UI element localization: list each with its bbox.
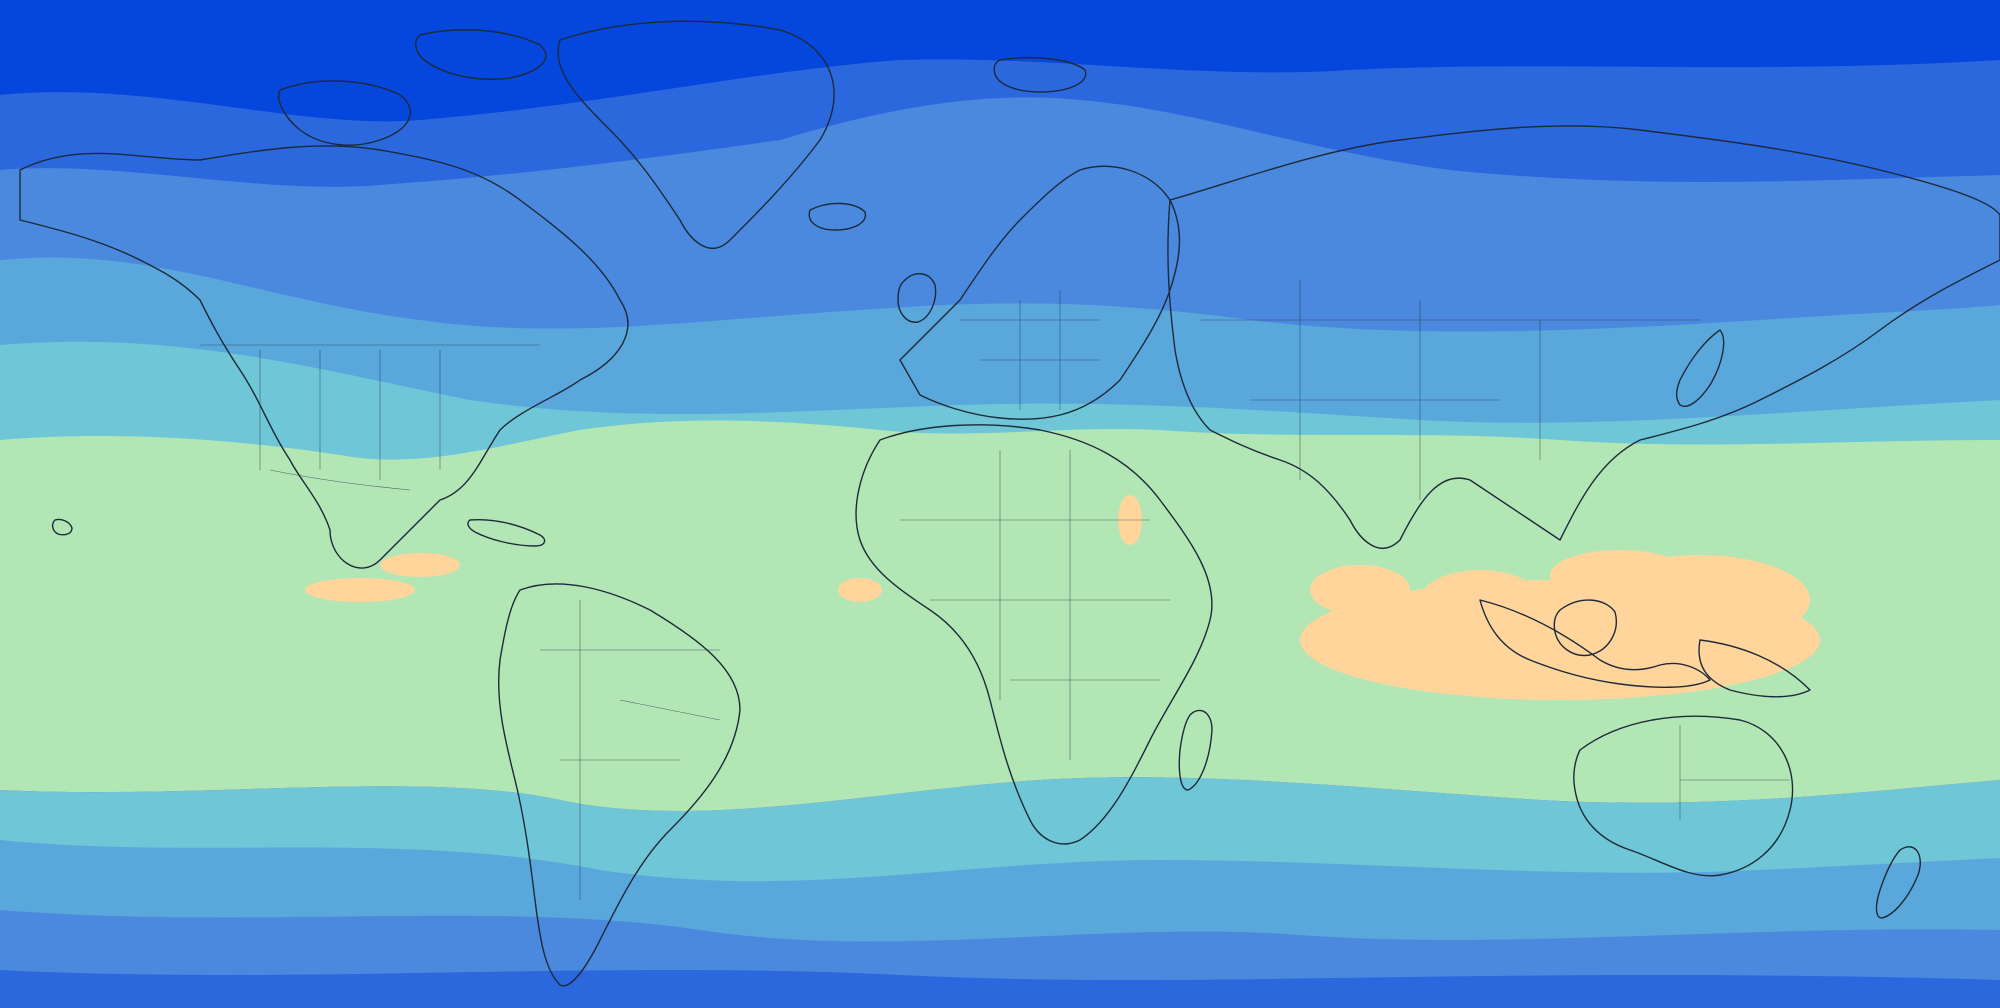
band-south-2 xyxy=(0,970,2000,1008)
coastline-arctic-islands xyxy=(278,80,412,146)
border-africa xyxy=(900,450,1170,760)
coastline-new-zealand xyxy=(1875,846,1921,919)
coastline-south-america xyxy=(497,583,741,987)
coastline-borneo xyxy=(1553,599,1617,657)
coastline-caribbean xyxy=(467,518,546,547)
coastline-greenland xyxy=(557,20,835,249)
coastline-new-guinea xyxy=(1698,639,1811,698)
coastline-iceland xyxy=(808,202,867,231)
coastline-madagascar xyxy=(1178,709,1213,791)
coastline-arctic-islands-2 xyxy=(414,29,547,80)
coastline-hawaii xyxy=(51,518,73,536)
coastline-svalbard-region xyxy=(993,56,1087,93)
border-us-states xyxy=(259,350,441,480)
coastline-europe xyxy=(899,165,1181,420)
coastline-indonesia xyxy=(1479,599,1711,688)
coastline-africa xyxy=(855,424,1213,845)
coastline-japan xyxy=(1675,329,1725,407)
border-asia xyxy=(1200,280,1700,500)
border-south-america xyxy=(540,600,721,900)
coastline-asia xyxy=(1167,125,2000,549)
landmass-outlines xyxy=(19,20,2000,987)
coastline-north-america xyxy=(19,145,629,569)
border-europe xyxy=(960,290,1100,410)
border-us-mexico xyxy=(269,469,411,491)
coastline-australia xyxy=(1573,715,1794,877)
coastline-british-isles xyxy=(897,273,937,323)
border-australia xyxy=(1679,725,1790,820)
country-borders xyxy=(200,280,1790,900)
